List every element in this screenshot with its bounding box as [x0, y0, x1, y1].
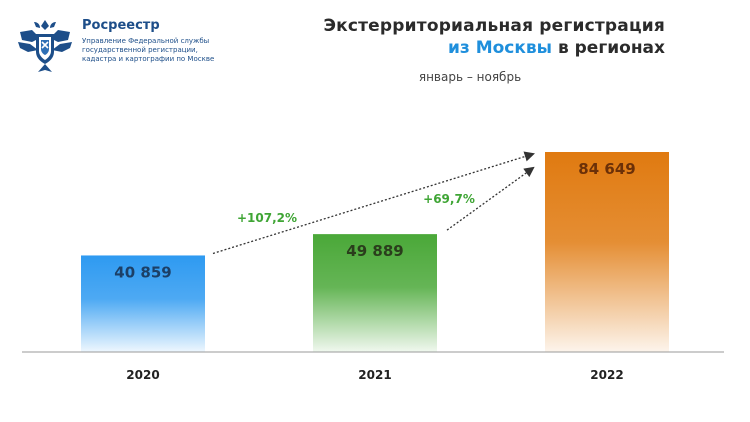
bar-2020	[81, 255, 205, 352]
org-subtitle-line: Управление Федеральной службы	[82, 37, 210, 45]
growth-arrow	[446, 166, 535, 231]
value-label: 49 889	[346, 242, 403, 260]
bar-2022	[545, 152, 669, 352]
bar-2021	[313, 234, 437, 352]
value-label: 40 859	[114, 263, 171, 281]
org-subtitle: Управление Федеральной службы государств…	[82, 37, 262, 64]
title-line-1: Экстерриториальная регистрация	[323, 16, 665, 36]
title-highlight: из Москвы	[447, 38, 553, 58]
chart-title: Экстерриториальная регистрация из Москвы…	[300, 16, 665, 58]
org-name: Росреестр	[82, 18, 160, 33]
emblem-icon	[18, 20, 72, 72]
title-rest: в регионах	[552, 38, 665, 58]
value-label: 84 649	[578, 160, 635, 178]
org-subtitle-line: кадастра и картографии по Москве	[82, 55, 215, 63]
growth-label: +69,7%	[423, 192, 475, 206]
period-label: январь – ноябрь	[418, 70, 522, 84]
logo-block: Росреестр Управление Федеральной службы …	[12, 12, 252, 82]
title-line-2: из Москвы в регионах	[300, 38, 665, 58]
category-label: 2021	[358, 368, 391, 382]
category-label: 2020	[126, 368, 159, 382]
org-subtitle-line: государственной регистрации,	[82, 46, 198, 54]
category-label: 2022	[590, 368, 623, 382]
growth-label: +107,2%	[237, 211, 297, 225]
